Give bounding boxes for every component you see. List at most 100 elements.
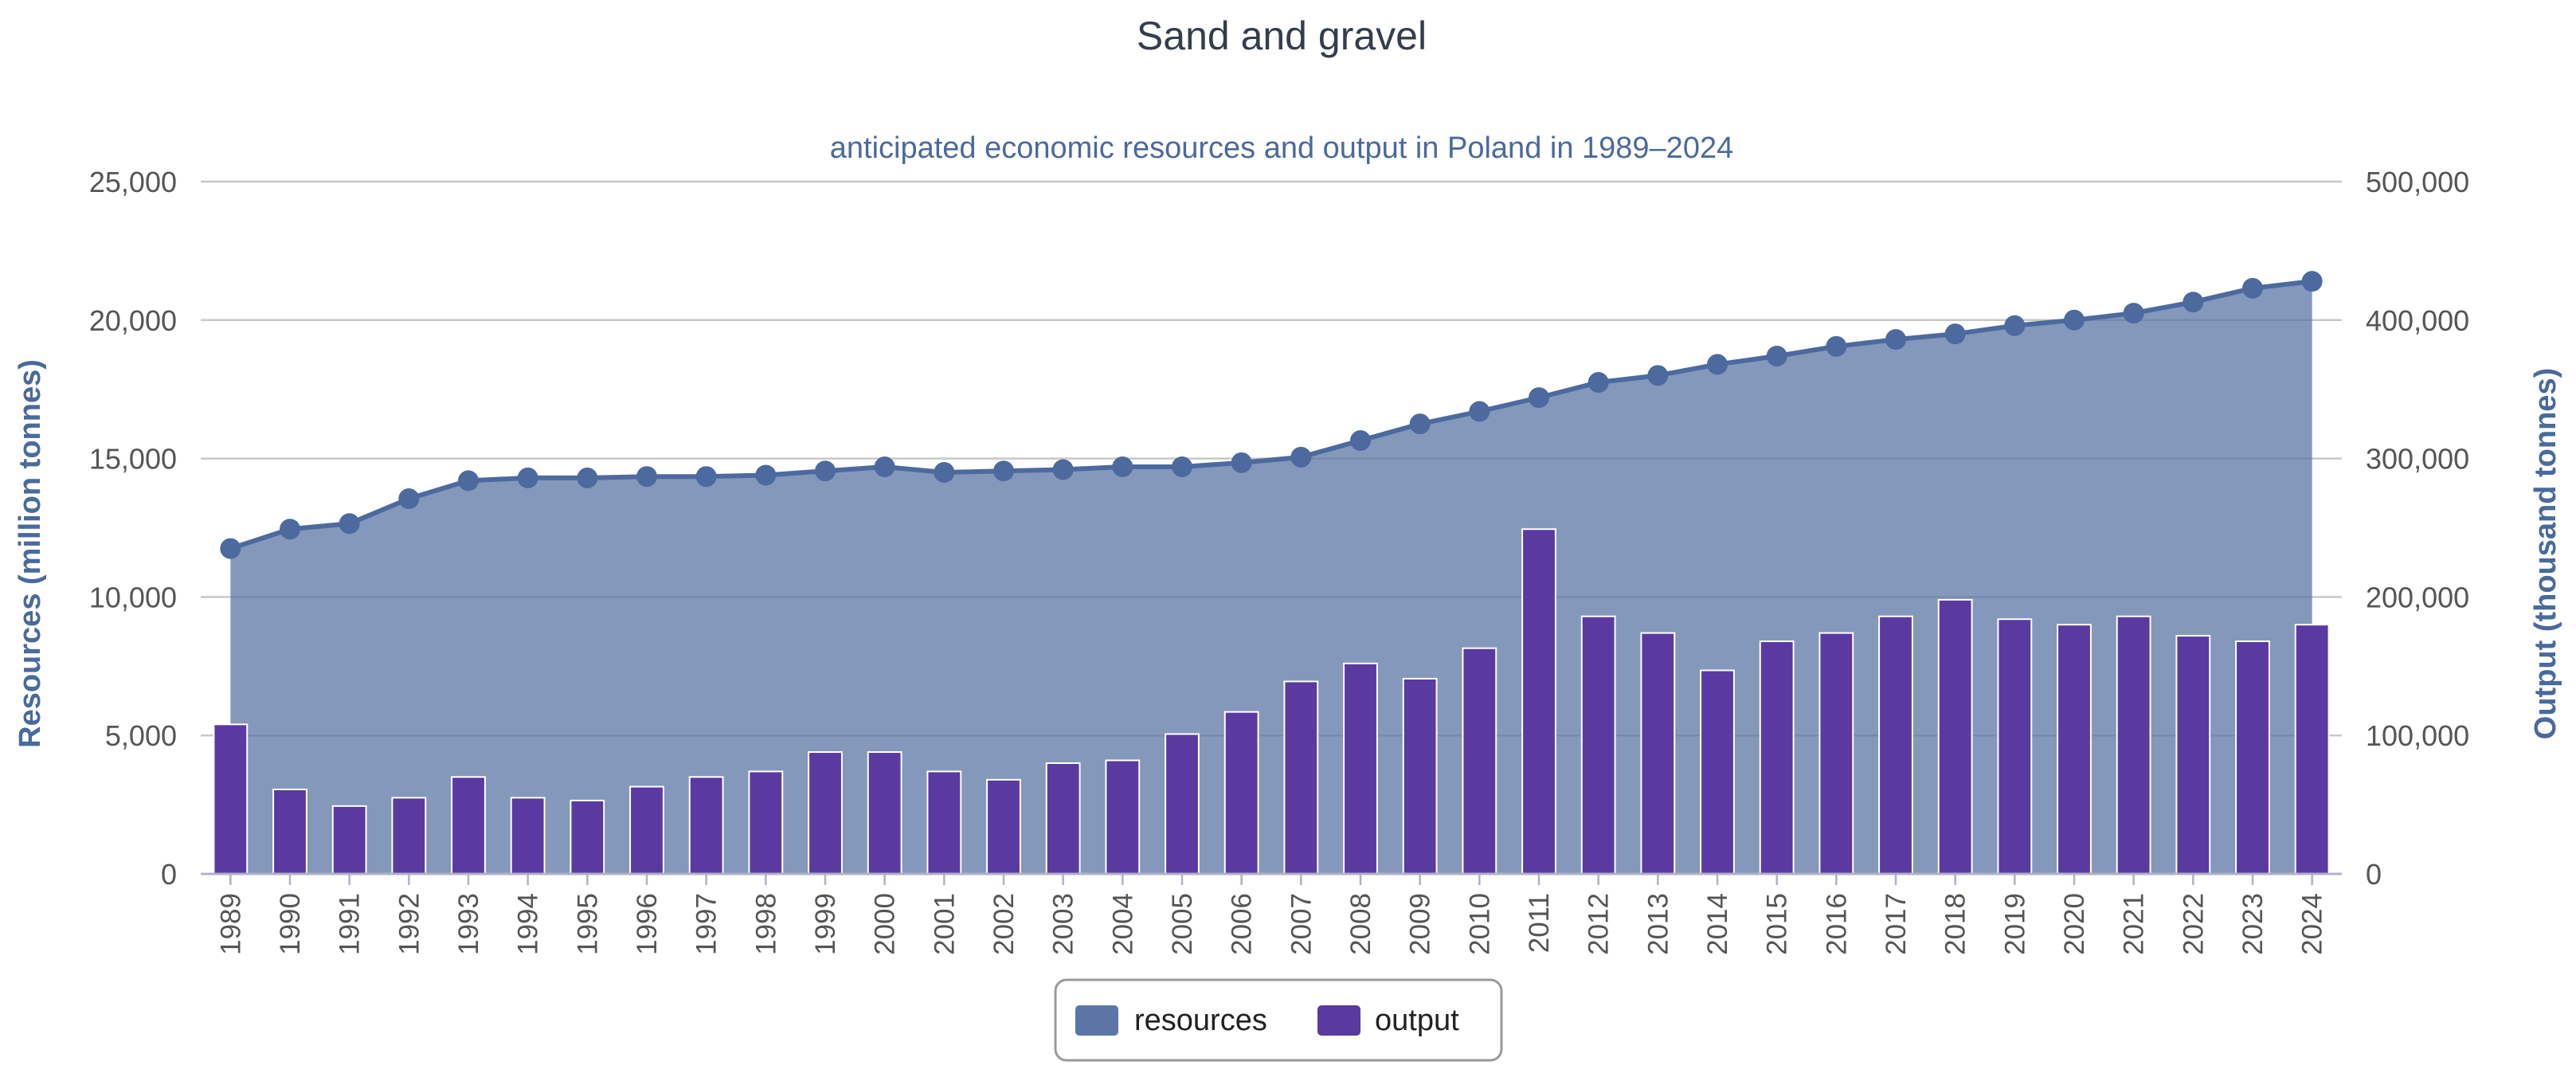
- output-bar[interactable]: [1402, 677, 1438, 875]
- output-bar[interactable]: [1818, 632, 1854, 875]
- resources-point[interactable]: [2123, 303, 2144, 324]
- x-tick-label: 2016: [1821, 893, 1852, 955]
- legend: resources output: [1054, 978, 1503, 1062]
- resources-point[interactable]: [339, 513, 360, 535]
- output-bar[interactable]: [688, 776, 724, 875]
- output-bar[interactable]: [1580, 615, 1616, 875]
- output-bar[interactable]: [867, 751, 902, 875]
- x-tick-label: 2004: [1107, 893, 1138, 955]
- resources-point[interactable]: [1587, 372, 1609, 394]
- resources-line-layer: [220, 271, 2323, 559]
- output-bar[interactable]: [331, 805, 367, 875]
- resources-point[interactable]: [2242, 277, 2263, 299]
- x-tick-label: 2015: [1762, 893, 1793, 955]
- output-bar[interactable]: [2057, 624, 2092, 875]
- resources-point[interactable]: [1885, 329, 1906, 351]
- resources-point[interactable]: [1112, 456, 1133, 478]
- right-tick-label: 400,000: [2366, 304, 2469, 337]
- left-tick-label: 20,000: [89, 304, 177, 337]
- output-bar[interactable]: [2294, 624, 2330, 875]
- resources-point[interactable]: [934, 461, 955, 483]
- output-bar[interactable]: [1997, 618, 2033, 875]
- resources-point[interactable]: [458, 470, 479, 492]
- resources-point[interactable]: [755, 464, 777, 486]
- resources-point[interactable]: [1766, 345, 1787, 366]
- resources-point[interactable]: [1707, 354, 1728, 375]
- output-bar[interactable]: [1640, 632, 1676, 875]
- chart-subtitle: anticipated economic resources and outpu…: [830, 131, 1733, 165]
- resources-point[interactable]: [1231, 452, 1252, 473]
- resources-point[interactable]: [815, 460, 836, 482]
- resources-point[interactable]: [1944, 323, 1966, 345]
- output-bar[interactable]: [986, 778, 1021, 875]
- legend-item-output[interactable]: output: [1317, 1004, 1459, 1037]
- output-bar-layer: [213, 528, 2330, 875]
- output-bar[interactable]: [1937, 598, 1973, 875]
- x-tick-label: 2019: [1999, 893, 2030, 955]
- output-bar[interactable]: [213, 723, 249, 875]
- resources-point[interactable]: [1529, 387, 1549, 409]
- output-bar[interactable]: [1521, 528, 1556, 875]
- output-bar[interactable]: [2116, 615, 2151, 875]
- output-bar[interactable]: [1283, 680, 1319, 875]
- resources-point[interactable]: [2183, 292, 2204, 313]
- right-tick-label: 200,000: [2366, 581, 2469, 613]
- output-bar[interactable]: [1223, 711, 1259, 875]
- left-tick-label: 5,000: [105, 719, 177, 752]
- resources-point[interactable]: [220, 538, 241, 559]
- output-bar[interactable]: [2175, 635, 2211, 875]
- output-bar[interactable]: [1343, 662, 1378, 875]
- output-bar[interactable]: [1759, 640, 1795, 875]
- resources-point[interactable]: [1290, 446, 1312, 468]
- resources-point[interactable]: [1052, 459, 1074, 480]
- x-tick-label: 2005: [1167, 893, 1198, 955]
- x-tick-label: 2023: [2237, 893, 2269, 955]
- right-tick-label: 100,000: [2366, 719, 2469, 752]
- resources-point[interactable]: [517, 467, 538, 488]
- output-bar[interactable]: [629, 785, 664, 875]
- output-bar[interactable]: [926, 770, 962, 875]
- x-tick-label: 2006: [1227, 893, 1258, 955]
- output-bar[interactable]: [748, 770, 784, 875]
- resources-point[interactable]: [398, 488, 420, 510]
- output-bar[interactable]: [1045, 762, 1081, 875]
- output-bar[interactable]: [272, 788, 307, 875]
- output-bar[interactable]: [1462, 647, 1497, 875]
- x-tick-label: 1996: [632, 893, 663, 955]
- output-bar[interactable]: [1878, 615, 1913, 875]
- resources-point[interactable]: [1350, 430, 1371, 452]
- output-bar[interactable]: [510, 797, 546, 875]
- output-bar[interactable]: [2235, 640, 2270, 875]
- axes: 0 0 5,000 100,000 10,000 200,000 15,000 300,000…: [89, 166, 2469, 955]
- resources-point[interactable]: [577, 467, 598, 488]
- legend-item-resources[interactable]: resources: [1075, 1004, 1267, 1037]
- legend-label-output: output: [1375, 1004, 1459, 1037]
- x-tick-label: 1993: [453, 893, 484, 955]
- resources-point[interactable]: [2301, 271, 2323, 292]
- x-tick-label: 2011: [1524, 893, 1555, 953]
- resources-point[interactable]: [874, 456, 895, 478]
- output-bar[interactable]: [570, 799, 605, 875]
- x-tick-label: 1998: [750, 893, 781, 955]
- output-bar[interactable]: [1700, 669, 1735, 875]
- resources-point[interactable]: [2064, 309, 2085, 331]
- output-bar[interactable]: [808, 751, 843, 875]
- resources-point[interactable]: [1172, 456, 1192, 478]
- resources-point[interactable]: [2004, 315, 2026, 336]
- x-tick-label: 2021: [2119, 893, 2150, 955]
- x-tick-label: 2007: [1286, 893, 1317, 955]
- resources-point[interactable]: [1826, 335, 1847, 357]
- resources-point[interactable]: [636, 466, 657, 488]
- x-tick-label: 2012: [1584, 893, 1615, 955]
- output-bar[interactable]: [1165, 733, 1200, 875]
- resources-point[interactable]: [280, 519, 300, 540]
- resources-point[interactable]: [695, 466, 717, 488]
- resources-point[interactable]: [993, 460, 1014, 482]
- output-bar[interactable]: [391, 797, 427, 875]
- output-bar[interactable]: [451, 776, 486, 875]
- output-bar[interactable]: [1105, 759, 1141, 875]
- resources-point[interactable]: [1409, 413, 1431, 435]
- resources-point[interactable]: [1469, 401, 1490, 422]
- x-tick-label: 1997: [691, 893, 722, 955]
- resources-point[interactable]: [1647, 365, 1669, 386]
